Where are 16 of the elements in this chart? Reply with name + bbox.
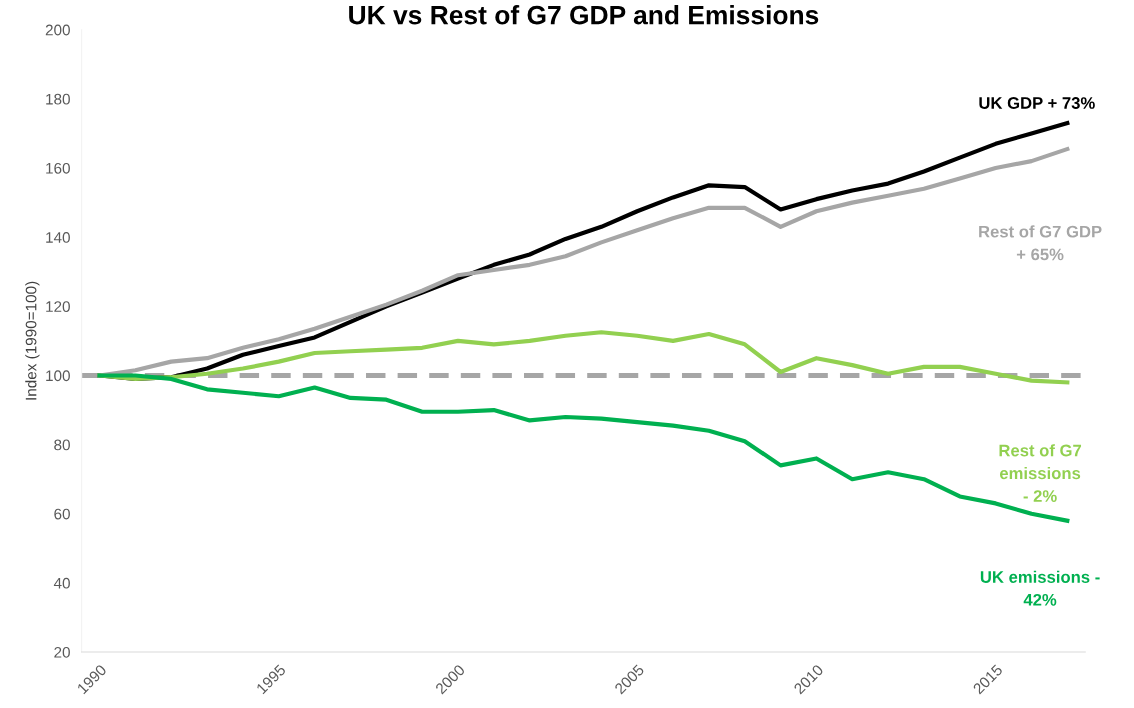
- y-tick-label: 160: [46, 162, 70, 174]
- y-axis-title: Index (1990=100): [25, 281, 40, 400]
- y-tick-label: 120: [46, 301, 70, 313]
- y-tick-label: 40: [53, 577, 70, 589]
- text: UK emissions - 42%: [980, 570, 1100, 606]
- text: Rest of G7 GDP + 65%: [979, 225, 1102, 261]
- y-tick-label: 100: [46, 370, 70, 382]
- chart-title: UK vs Rest of G7 GDP and Emissions: [349, 5, 819, 25]
- y-tick-label: 180: [46, 93, 70, 105]
- y-tick-label: 20: [54, 646, 70, 658]
- y-tick-label: 140: [46, 232, 70, 243]
- y-tick-label: 60: [54, 508, 70, 520]
- series-label: UK GDP + 73%: [979, 97, 1095, 109]
- text: Rest of G7 emissions - 2%: [999, 444, 1082, 502]
- y-tick-label: 80: [54, 439, 70, 451]
- y-tick-label: 200: [45, 24, 70, 36]
